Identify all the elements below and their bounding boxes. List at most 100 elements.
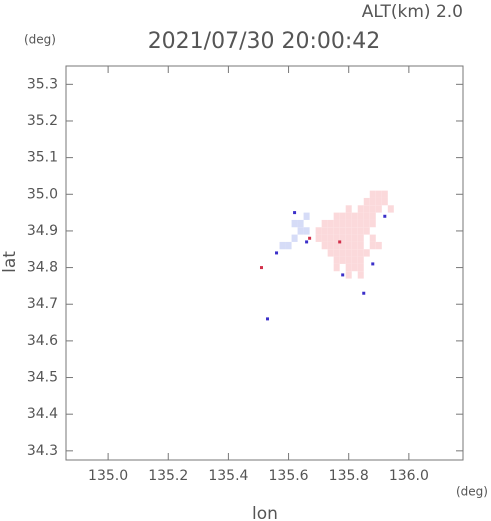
data-cell (291, 219, 298, 228)
x-tick-label: 136.0 (389, 468, 429, 484)
data-cell (327, 249, 334, 257)
data-cell (362, 291, 366, 295)
data-cell (351, 227, 358, 235)
chart-title: 2021/07/30 20:00:42 (148, 29, 381, 54)
data-cell (333, 234, 340, 242)
data-cell (333, 249, 340, 257)
y-tick-label: 35.1 (27, 150, 58, 166)
data-cell (279, 241, 286, 250)
data-cell (351, 249, 358, 257)
y-tick-label: 35.3 (27, 76, 58, 92)
data-cell (381, 190, 388, 198)
data-cell (297, 227, 304, 235)
data-cell (333, 227, 340, 235)
data-cell (357, 227, 364, 235)
x-tick-label: 135.2 (148, 468, 188, 484)
data-cell (339, 234, 346, 242)
data-cell (345, 205, 352, 213)
data-cell (321, 234, 328, 242)
y-tick-label: 34.4 (27, 406, 58, 422)
data-cell (369, 219, 376, 228)
data-cell (357, 256, 364, 264)
data-cell (339, 212, 346, 220)
data-cell (315, 234, 322, 242)
data-cell (327, 227, 334, 235)
data-cell (345, 212, 352, 220)
y-tick-label: 34.9 (27, 223, 58, 239)
data-cell (351, 256, 358, 264)
data-cell (327, 241, 334, 250)
data-cell (341, 273, 345, 277)
data-cell (308, 236, 312, 240)
data-cell (383, 214, 387, 218)
data-cell (351, 234, 358, 242)
y-tick-label: 34.8 (27, 260, 58, 276)
data-cell (387, 205, 394, 213)
data-cell (333, 241, 340, 250)
data-cell (357, 219, 364, 228)
x-tick-label: 135.6 (269, 468, 309, 484)
data-cell (303, 212, 310, 220)
data-cell (345, 249, 352, 257)
x-tick-label: 135.4 (208, 468, 248, 484)
data-cell (351, 219, 358, 228)
data-cell (369, 234, 376, 242)
data-cell (357, 205, 364, 213)
data-cell (363, 227, 370, 235)
data-cell (339, 249, 346, 257)
data-cell (345, 271, 352, 279)
data-cell (345, 234, 352, 242)
data-cell (351, 263, 358, 272)
data-cell (351, 212, 358, 220)
data-cell (333, 263, 340, 272)
data-cell (345, 256, 352, 264)
data-cell (339, 227, 346, 235)
data-cell (291, 234, 298, 242)
data-cell (357, 212, 364, 220)
y-unit: (deg) (24, 33, 56, 47)
y-tick-label: 34.3 (27, 443, 58, 459)
data-cell (297, 219, 304, 228)
data-cell (363, 212, 370, 220)
data-cell (333, 256, 340, 264)
data-cell (321, 227, 328, 235)
y-tick-label: 34.7 (27, 296, 58, 312)
data-cell (357, 271, 364, 279)
data-cell (369, 190, 376, 198)
x-axis-label: lon (252, 504, 278, 521)
data-cell (375, 197, 382, 206)
data-cell (339, 256, 346, 264)
data-cell (375, 241, 382, 250)
data-cell (303, 227, 310, 235)
y-tick-label: 34.5 (27, 370, 58, 386)
plot-frame (65, 65, 464, 461)
data-cell (357, 263, 364, 272)
data-cell (333, 219, 340, 228)
y-tick-label: 35.2 (27, 113, 58, 129)
data-cell (345, 219, 352, 228)
data-cell (327, 219, 334, 228)
data-cell (293, 211, 297, 215)
data-cell (371, 262, 375, 266)
altitude-annotation: ALT(km) 2.0 (362, 2, 463, 22)
data-cell (345, 227, 352, 235)
data-cell (357, 234, 364, 242)
data-cell (345, 263, 352, 272)
data-cell (333, 212, 340, 220)
data-cell (345, 241, 352, 250)
data-cell (327, 234, 334, 242)
x-tick-label: 135.0 (88, 468, 128, 484)
x-tick-label: 135.8 (329, 468, 369, 484)
data-cell (369, 197, 376, 206)
y-tick-label: 34.6 (27, 333, 58, 349)
data-cell (305, 240, 309, 244)
data-cell (275, 251, 279, 255)
y-tick-label: 35.0 (27, 186, 58, 202)
data-cell (339, 241, 346, 250)
data-cell (321, 219, 328, 228)
data-cell (369, 241, 376, 250)
data-cell (351, 241, 358, 250)
data-cell (338, 240, 342, 244)
data-cell (266, 317, 270, 321)
